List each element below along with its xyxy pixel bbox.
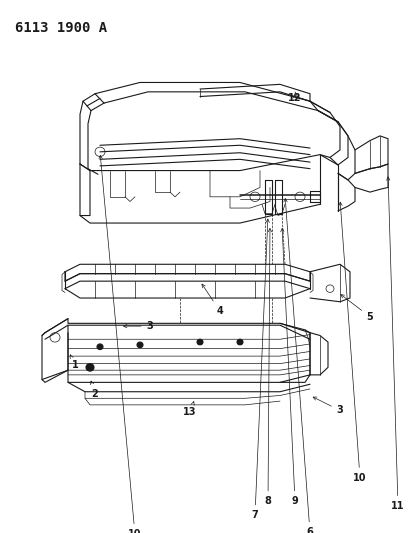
Text: 9: 9	[280, 229, 298, 506]
Text: 10: 10	[338, 202, 366, 483]
Text: 12: 12	[288, 93, 301, 103]
Text: 3: 3	[312, 397, 343, 416]
Circle shape	[196, 339, 202, 345]
Text: 11: 11	[386, 177, 404, 511]
Text: 6: 6	[283, 198, 312, 533]
Text: 3: 3	[123, 321, 153, 331]
Text: 1: 1	[70, 355, 78, 370]
Text: 2: 2	[90, 381, 98, 399]
Text: 5: 5	[340, 295, 373, 322]
Circle shape	[137, 342, 143, 348]
Text: 4: 4	[202, 284, 223, 316]
Text: 7: 7	[251, 219, 269, 520]
Text: 13: 13	[183, 401, 196, 417]
Text: 10: 10	[99, 155, 142, 533]
Circle shape	[86, 364, 94, 371]
Text: 8: 8	[264, 229, 271, 506]
Text: 6113 1900 A: 6113 1900 A	[15, 21, 107, 35]
Circle shape	[97, 344, 103, 350]
Circle shape	[236, 339, 243, 345]
